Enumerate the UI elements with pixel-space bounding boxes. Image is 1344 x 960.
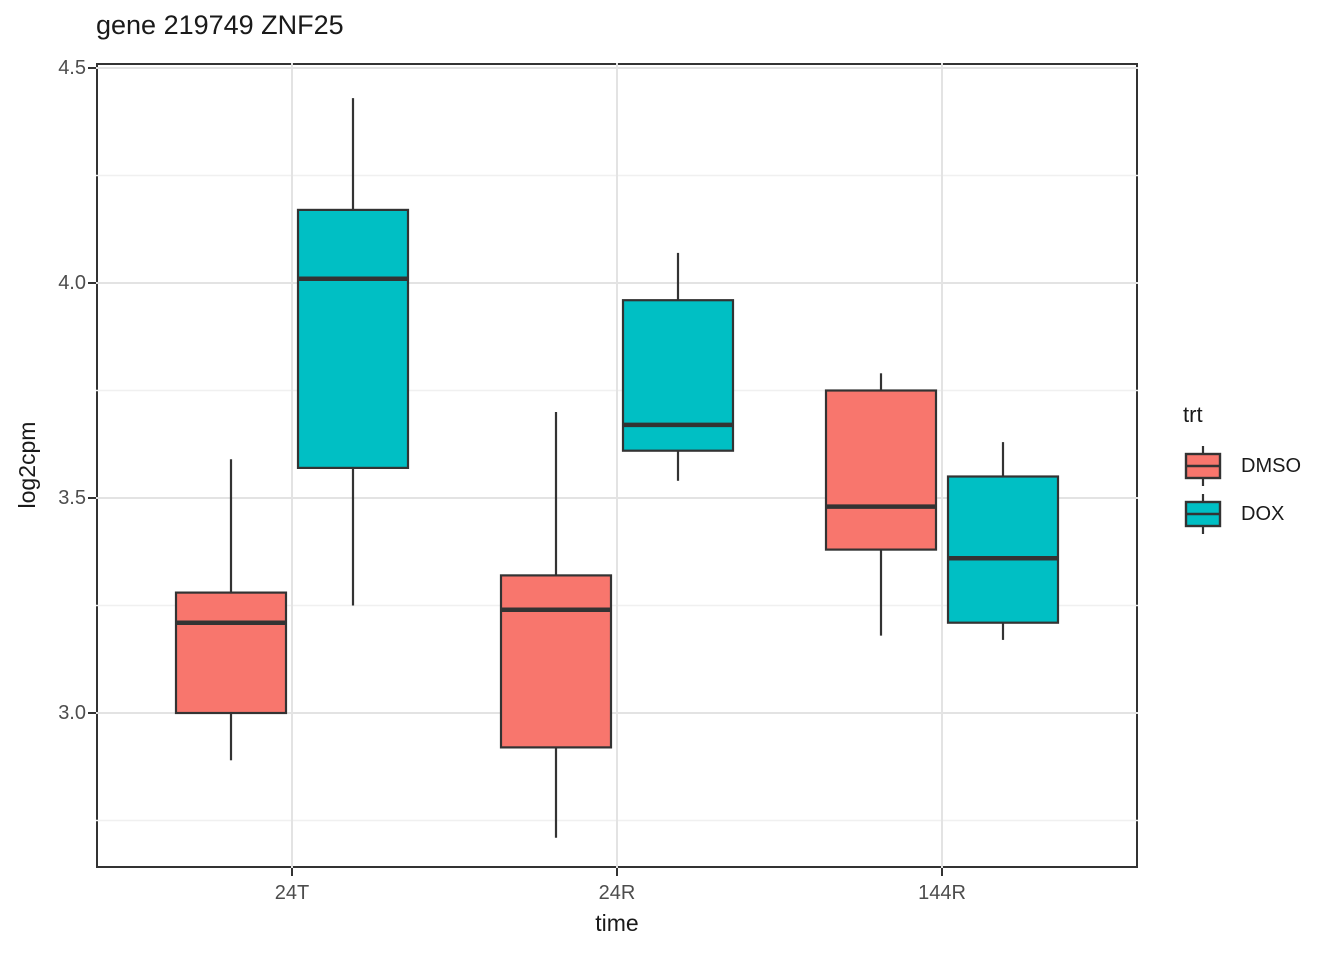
x-tick-label: 24R	[598, 882, 636, 904]
x-tick-mark	[941, 868, 943, 876]
x-tick-mark	[291, 868, 293, 876]
legend-key-boxplot-icon	[1184, 494, 1222, 534]
y-tick-mark	[88, 712, 96, 714]
y-tick-label: 4.5	[58, 57, 86, 79]
legend-label-dmso: DMSO	[1241, 454, 1301, 477]
legend-entries: DMSO DOX	[1183, 442, 1301, 538]
y-tick-label: 3.5	[58, 487, 86, 509]
x-axis-title: time	[595, 910, 639, 936]
legend-title: trt	[1183, 402, 1203, 427]
x-tick-label: 144R	[918, 882, 966, 904]
legend-label-dox: DOX	[1241, 502, 1285, 525]
y-axis-title: log2cpm	[14, 421, 40, 509]
y-tick-label: 3.0	[58, 702, 86, 724]
y-tick-mark	[88, 67, 96, 69]
boxplot-svg	[96, 63, 1138, 868]
plot-panel	[96, 63, 1138, 868]
x-tick-label: 24T	[274, 882, 310, 904]
x-tick-mark	[616, 868, 618, 876]
plot-title: gene 219749 ZNF25	[96, 10, 344, 40]
y-tick-mark	[88, 497, 96, 499]
legend-entry-dox: DOX	[1183, 490, 1301, 538]
legend: trt DMSO DOX	[1183, 402, 1301, 538]
legend-key-boxplot-icon	[1184, 446, 1222, 486]
y-tick-label: 4.0	[58, 272, 86, 294]
y-tick-mark	[88, 282, 96, 284]
legend-entry-dmso: DMSO	[1183, 442, 1301, 490]
